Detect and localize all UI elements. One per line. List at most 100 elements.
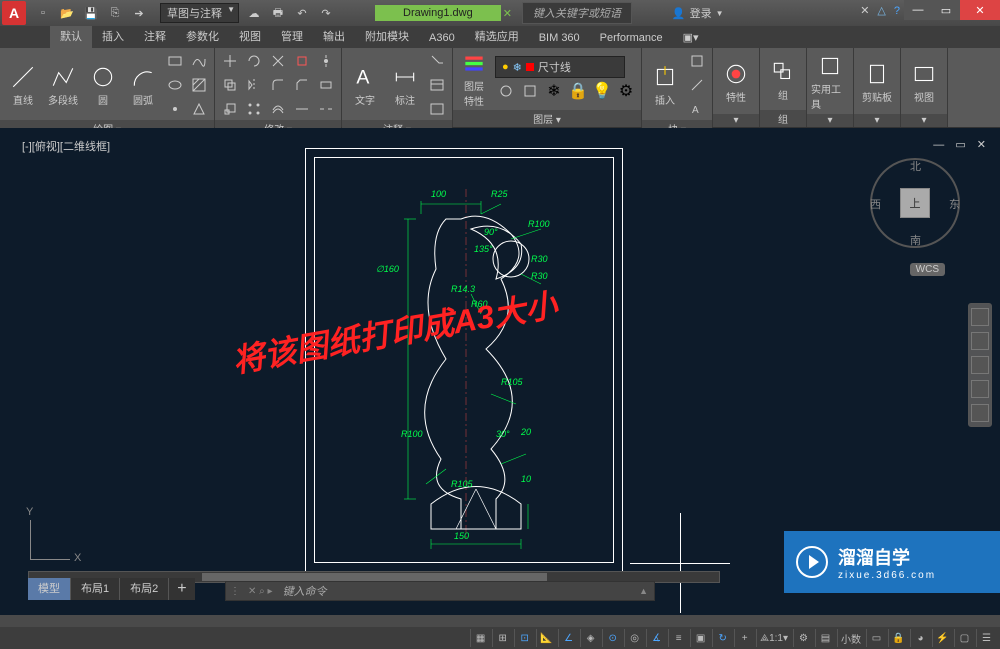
app-menu[interactable]: A: [2, 1, 26, 25]
rotate-icon[interactable]: [243, 50, 265, 72]
hardware-accel[interactable]: ⚡: [932, 629, 952, 647]
osnap-toggle[interactable]: ⊙: [602, 629, 622, 647]
layer-off-icon[interactable]: 💡: [591, 80, 613, 102]
layout-1[interactable]: 布局1: [71, 578, 120, 600]
model-paper-toggle[interactable]: ▦: [470, 629, 490, 647]
ortho-toggle[interactable]: 📐: [536, 629, 556, 647]
isolate-objs[interactable]: ◕: [910, 629, 930, 647]
save-icon[interactable]: 💾: [82, 4, 100, 22]
cmdline-handle[interactable]: ⋮: [226, 586, 244, 597]
tab-view[interactable]: 视图: [229, 24, 271, 48]
ellipse-icon[interactable]: [164, 74, 186, 96]
workspace-combo[interactable]: 草图与注释: [160, 3, 239, 23]
circle-button[interactable]: 圆: [84, 50, 122, 120]
command-line[interactable]: ⋮ ✕ ⌕ ▸ 键入命令 ▲: [225, 581, 655, 601]
tab-parametric[interactable]: 参数化: [176, 24, 229, 48]
tab-annotate[interactable]: 注释: [134, 24, 176, 48]
region-icon[interactable]: [188, 98, 210, 120]
dimension-button[interactable]: 标注: [386, 50, 424, 120]
text-button[interactable]: A文字: [346, 50, 384, 120]
mirror-icon[interactable]: [243, 74, 265, 96]
copy-icon[interactable]: [219, 74, 241, 96]
insert-button[interactable]: 插入: [646, 50, 684, 120]
layer-match-icon[interactable]: [495, 80, 517, 102]
navigation-bar[interactable]: [968, 303, 992, 427]
point-icon[interactable]: [164, 98, 186, 120]
nav-pan-icon[interactable]: [971, 332, 989, 350]
clean-screen[interactable]: ▢: [954, 629, 974, 647]
redo-icon[interactable]: ↷: [317, 4, 335, 22]
tab-insert[interactable]: 插入: [92, 24, 134, 48]
edit-block-icon[interactable]: [686, 74, 708, 96]
layout-add[interactable]: +: [169, 578, 194, 600]
view-button[interactable]: 视图: [905, 50, 943, 114]
props-button[interactable]: 特性: [717, 50, 755, 114]
util-button[interactable]: 实用工具: [811, 50, 849, 114]
grid-toggle[interactable]: ⊞: [492, 629, 512, 647]
doc-controls[interactable]: — ▭ ✕: [933, 138, 990, 151]
layer-lock-icon[interactable]: 🔒: [567, 80, 589, 102]
otrack-toggle[interactable]: ∡: [646, 629, 666, 647]
move-icon[interactable]: [219, 50, 241, 72]
break-icon[interactable]: [315, 98, 337, 120]
viewcube[interactable]: 上 北 南 东 西: [870, 158, 960, 248]
chamfer-icon[interactable]: [291, 74, 313, 96]
autodesk-icon[interactable]: △: [877, 4, 885, 17]
help-icon[interactable]: ?: [894, 5, 900, 17]
transparency-toggle[interactable]: ▣: [690, 629, 710, 647]
document-tab[interactable]: Drawing1.dwg: [375, 5, 501, 21]
units-combo[interactable]: 小数: [837, 629, 864, 647]
erase-icon[interactable]: [291, 50, 313, 72]
offset-icon[interactable]: [267, 98, 289, 120]
undo-icon[interactable]: ↶: [293, 4, 311, 22]
tab-featured[interactable]: 精选应用: [465, 24, 529, 48]
create-block-icon[interactable]: [686, 50, 708, 72]
explode-icon[interactable]: [315, 50, 337, 72]
customize-status[interactable]: ☰: [976, 629, 996, 647]
viewcube-top[interactable]: 上: [900, 188, 930, 218]
tab-output[interactable]: 输出: [313, 24, 355, 48]
layout-2[interactable]: 布局2: [120, 578, 169, 600]
nav-wheel-icon[interactable]: [971, 308, 989, 326]
cmdline-expand[interactable]: ▲: [633, 586, 654, 596]
workspace-switch[interactable]: ⚙: [793, 629, 813, 647]
tab-close-icon[interactable]: ✕: [503, 7, 512, 20]
wcs-badge[interactable]: WCS: [910, 263, 945, 276]
view-label[interactable]: [-][俯视][二维线框]: [22, 138, 110, 154]
spline-icon[interactable]: [188, 50, 210, 72]
layer-freeze-icon[interactable]: ❄: [543, 80, 565, 102]
cmdline-icons[interactable]: ✕ ⌕ ▸: [244, 586, 277, 597]
table-icon[interactable]: [426, 74, 448, 96]
login-button[interactable]: 👤 登录 ▼: [672, 5, 724, 21]
saveas-icon[interactable]: ⎘: [106, 4, 124, 22]
nav-showmotion-icon[interactable]: [971, 404, 989, 422]
model-space[interactable]: [-][俯视][二维线框] — ▭ ✕: [0, 128, 1000, 615]
print-icon[interactable]: 🖶: [269, 4, 287, 22]
open-icon[interactable]: 📂: [58, 4, 76, 22]
dynamic-input-toggle[interactable]: +: [734, 629, 754, 647]
arrow-icon[interactable]: ➔: [130, 4, 148, 22]
align-icon[interactable]: [291, 98, 313, 120]
exchange-icon[interactable]: ✕: [860, 4, 869, 17]
minimize-button[interactable]: —: [904, 0, 932, 20]
maximize-button[interactable]: ▭: [932, 0, 960, 20]
quick-props[interactable]: ▭: [866, 629, 886, 647]
stretch-icon[interactable]: [315, 74, 337, 96]
snap-toggle[interactable]: ⊡: [514, 629, 534, 647]
close-button[interactable]: ✕: [960, 0, 1000, 20]
hatch-icon[interactable]: [188, 74, 210, 96]
new-icon[interactable]: ▫: [34, 4, 52, 22]
polyline-button[interactable]: 多段线: [44, 50, 82, 120]
array-icon[interactable]: [243, 98, 265, 120]
tab-focus[interactable]: ▣▾: [673, 27, 709, 48]
tab-default[interactable]: 默认: [50, 24, 92, 48]
nav-orbit-icon[interactable]: [971, 380, 989, 398]
layout-model[interactable]: 模型: [28, 578, 71, 600]
share-icon[interactable]: ☁: [245, 4, 263, 22]
line-button[interactable]: 直线: [4, 50, 42, 120]
layer-iso-icon[interactable]: [519, 80, 541, 102]
tab-addins[interactable]: 附加模块: [355, 24, 419, 48]
annotation-monitor[interactable]: ▤: [815, 629, 835, 647]
leader-icon[interactable]: [426, 50, 448, 72]
search-input[interactable]: 键入关键字或短语: [522, 2, 632, 24]
